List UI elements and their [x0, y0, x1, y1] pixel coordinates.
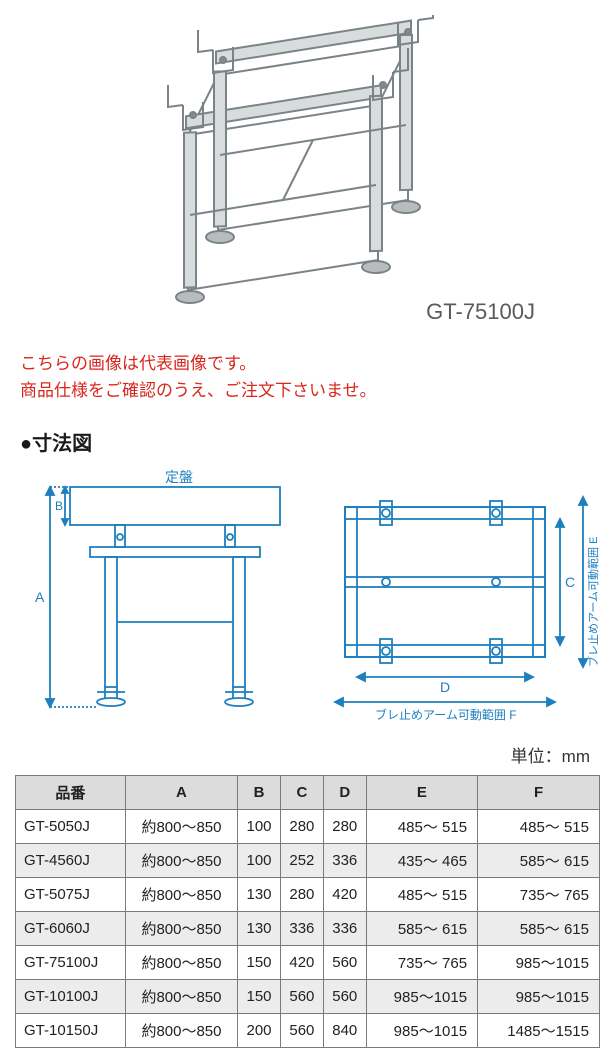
dimension-diagram-area: 定盤 A [0, 462, 615, 737]
table-row: GT-10150J約800～850200560840985～10151485～1… [16, 1014, 600, 1048]
table-cell: 約800～850 [125, 878, 237, 912]
notice-line-2: 商品仕様をご確認のうえ、ご注文下さいませ。 [20, 377, 595, 404]
table-cell: 1485～1515 [478, 1014, 600, 1048]
diagram-label-f: ブレ止めアーム可動範囲 F [375, 707, 517, 722]
table-cell: 約800～850 [125, 946, 237, 980]
table-cell: 336 [323, 912, 366, 946]
col-c: C [280, 776, 323, 810]
table-row: GT-5050J約800～850100280280485～ 515485～ 51… [16, 810, 600, 844]
table-cell: 735～ 765 [478, 878, 600, 912]
product-stand-illustration [118, 15, 498, 335]
table-cell: 100 [238, 810, 281, 844]
diagram-plate-label: 定盤 [165, 469, 193, 485]
diagram-label-b: B [55, 499, 63, 513]
diagram-label-d: D [440, 679, 450, 695]
table-cell: 420 [323, 878, 366, 912]
col-model: 品番 [16, 776, 126, 810]
col-b: B [238, 776, 281, 810]
table-cell: 560 [280, 1014, 323, 1048]
table-cell: 150 [238, 946, 281, 980]
table-cell: 200 [238, 1014, 281, 1048]
table-cell: 585～ 615 [478, 912, 600, 946]
table-cell: 420 [280, 946, 323, 980]
table-cell: 252 [280, 844, 323, 878]
table-cell: GT-5075J [16, 878, 126, 912]
table-cell: 130 [238, 878, 281, 912]
diagram-label-c: C [565, 574, 575, 590]
unit-label: 単位：mm [0, 737, 615, 775]
table-cell: 150 [238, 980, 281, 1014]
table-cell: 435～ 465 [366, 844, 477, 878]
dimension-diagram: 定盤 A [15, 467, 600, 727]
table-cell: 985～1015 [366, 1014, 477, 1048]
spec-table-head: 品番 A B C D E F [16, 776, 600, 810]
table-row: GT-75100J約800～850150420560735～ 765985～10… [16, 946, 600, 980]
table-cell: 280 [280, 810, 323, 844]
col-a: A [125, 776, 237, 810]
table-cell: 485～ 515 [366, 878, 477, 912]
table-cell: GT-10100J [16, 980, 126, 1014]
table-cell: 約800～850 [125, 980, 237, 1014]
table-cell: 560 [323, 946, 366, 980]
table-cell: GT-10150J [16, 1014, 126, 1048]
table-cell: 280 [323, 810, 366, 844]
table-cell: 約800～850 [125, 912, 237, 946]
table-cell: 280 [280, 878, 323, 912]
spec-table-body: GT-5050J約800～850100280280485～ 515485～ 51… [16, 810, 600, 1048]
spec-table: 品番 A B C D E F GT-5050J約800～850100280280… [15, 775, 600, 1048]
table-cell: 560 [280, 980, 323, 1014]
table-cell: 585～ 615 [366, 912, 477, 946]
section-title: ●寸法図 [0, 419, 615, 462]
table-cell: GT-6060J [16, 912, 126, 946]
notice-block: こちらの画像は代表画像です。 商品仕様をご確認のうえ、ご注文下さいませ。 [0, 350, 615, 419]
table-cell: 約800～850 [125, 810, 237, 844]
product-model-label: GT-75100J [426, 299, 535, 325]
diagram-label-e: ブレ止めアーム可動範囲 E [586, 537, 600, 667]
col-e: E [366, 776, 477, 810]
table-cell: 585～ 615 [478, 844, 600, 878]
table-cell: 560 [323, 980, 366, 1014]
table-cell: 100 [238, 844, 281, 878]
table-cell: 840 [323, 1014, 366, 1048]
table-cell: GT-4560J [16, 844, 126, 878]
notice-line-1: こちらの画像は代表画像です。 [20, 350, 595, 377]
table-cell: 985～1015 [366, 980, 477, 1014]
col-d: D [323, 776, 366, 810]
table-cell: GT-5050J [16, 810, 126, 844]
table-cell: 約800～850 [125, 1014, 237, 1048]
table-row: GT-5075J約800～850130280420485～ 515735～ 76… [16, 878, 600, 912]
table-cell: 485～ 515 [478, 810, 600, 844]
diagram-label-a: A [35, 589, 45, 605]
table-cell: 336 [280, 912, 323, 946]
table-cell: 735～ 765 [366, 946, 477, 980]
table-row: GT-4560J約800～850100252336435～ 465585～ 61… [16, 844, 600, 878]
table-row: GT-6060J約800～850130336336585～ 615585～ 61… [16, 912, 600, 946]
table-row: GT-10100J約800～850150560560985～1015985～10… [16, 980, 600, 1014]
col-f: F [478, 776, 600, 810]
table-cell: 985～1015 [478, 946, 600, 980]
table-cell: 336 [323, 844, 366, 878]
table-cell: 130 [238, 912, 281, 946]
table-cell: 約800～850 [125, 844, 237, 878]
table-cell: 485～ 515 [366, 810, 477, 844]
product-image-area: GT-75100J [0, 0, 615, 350]
table-cell: 985～1015 [478, 980, 600, 1014]
table-cell: GT-75100J [16, 946, 126, 980]
